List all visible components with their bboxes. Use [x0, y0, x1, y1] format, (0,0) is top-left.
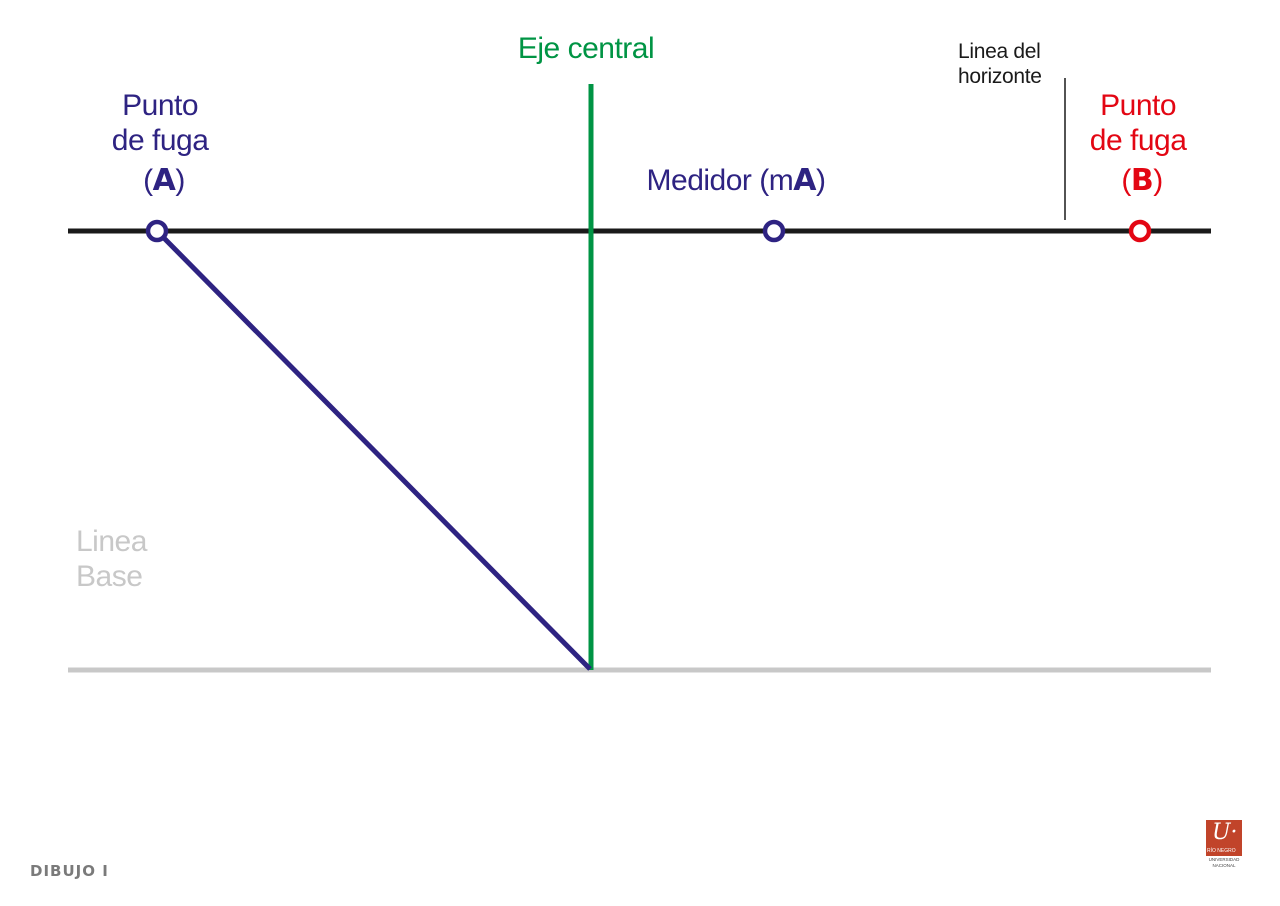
measuring-point-ma: [762, 219, 786, 243]
vanishing-point-a-label: Punto de fuga (A): [112, 89, 216, 198]
central-axis-label: Eje central: [518, 32, 654, 65]
horizon-label: Linea del horizonte: [958, 40, 1046, 88]
logo-mark: U·: [1212, 820, 1238, 845]
vanishing-line-a: [155, 229, 592, 671]
university-logo: U· RÍO NEGRO UNIVERSIDAD NACIONAL: [1206, 820, 1242, 868]
logo-line1: RÍO NEGRO: [1207, 848, 1236, 854]
logo-line3: NACIONAL: [1212, 863, 1236, 868]
measuring-point-label: Medidor (mA): [647, 163, 826, 198]
course-footer: DIBUJO I: [30, 862, 109, 880]
vanishing-point-a: [145, 219, 169, 243]
base-line-label: Linea Base: [76, 525, 155, 593]
vanishing-point-b-label: Punto de fuga (B): [1090, 89, 1194, 198]
logo-line2: UNIVERSIDAD: [1208, 857, 1240, 862]
vanishing-point-b: [1128, 219, 1152, 243]
